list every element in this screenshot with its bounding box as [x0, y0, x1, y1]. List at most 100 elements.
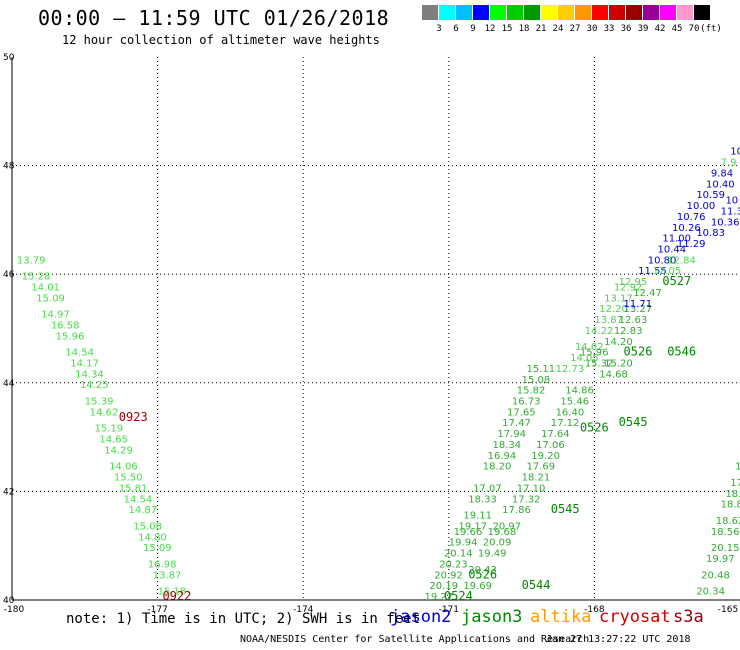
- color-swatch: [694, 5, 711, 20]
- color-scale-label: 42: [654, 24, 666, 34]
- wave-height-value: 14.65: [99, 435, 128, 446]
- y-tick-label: 50: [3, 53, 15, 63]
- legend-jason2: jason2: [390, 607, 452, 627]
- wave-height-value: 18.56: [711, 527, 740, 538]
- wave-height-value: 20.23: [439, 559, 468, 570]
- pass-time-label: 0526: [580, 421, 609, 435]
- legend-s3a: s3a: [673, 607, 704, 627]
- wave-height-value: 18.34: [492, 440, 521, 451]
- wave-height-value: 12.63: [619, 315, 648, 326]
- y-tick-label: 48: [3, 162, 15, 172]
- wave-height-value: 15.32: [585, 359, 614, 370]
- wave-height-value: 10.40: [706, 179, 735, 190]
- wave-height-value: 14.02: [575, 342, 604, 353]
- wave-height-value: 12.20: [599, 304, 628, 315]
- color-swatch: [439, 5, 456, 20]
- wave-height-value: 15.81: [119, 483, 148, 494]
- wave-height-value: 12.73: [556, 364, 585, 375]
- y-tick-label: 46: [3, 270, 15, 280]
- wave-height-value: 20.14: [444, 549, 473, 560]
- color-scale-label: 15: [501, 24, 513, 34]
- wave-height-value: 14.01: [31, 282, 60, 293]
- wave-height-value: 19.49: [478, 549, 507, 560]
- legend-cryosat: cryosat: [599, 607, 671, 627]
- wave-height-value: 17.69: [526, 462, 555, 473]
- wave-height-value: 15.96: [580, 348, 609, 359]
- color-swatch: [609, 5, 626, 20]
- color-swatch: [660, 5, 677, 20]
- wave-height-value: 19.97: [706, 554, 735, 565]
- wave-height-value: 11.3: [721, 206, 740, 217]
- wave-height-value: 17.32: [512, 494, 541, 505]
- color-swatch: [643, 5, 660, 20]
- wave-height-value: 12.92: [614, 282, 643, 293]
- pass-time-label: 0545: [619, 415, 648, 429]
- x-tick-label: -171: [439, 605, 459, 615]
- color-scale-label: 45: [671, 24, 683, 34]
- color-scale-label: 3: [436, 24, 442, 34]
- color-scale-label: 30: [586, 24, 598, 34]
- legend: note: 1) Time is in UTC; 2) SWH is in fe…: [0, 604, 740, 630]
- pass-time-label: 0524: [444, 589, 473, 603]
- wave-height-value: 11.00: [662, 234, 691, 245]
- wave-height-value: 14.86: [565, 386, 594, 397]
- color-scale-label: 24: [552, 24, 564, 34]
- color-swatch: [524, 5, 541, 20]
- wave-height-value: 17.06: [536, 440, 565, 451]
- color-swatch: [626, 5, 643, 20]
- wave-height-value: 20.15: [711, 543, 740, 554]
- wave-height-value: 12.83: [614, 326, 643, 337]
- x-tick-label: -168: [584, 605, 605, 615]
- wave-height-value: 14.97: [41, 310, 70, 321]
- wave-height-value: 17.65: [507, 407, 536, 418]
- wave-height-value: 12.05: [653, 266, 682, 277]
- wave-height-value: 11.71: [624, 299, 653, 310]
- wave-height-value: 17.94: [497, 429, 526, 440]
- wave-height-value: 14.68: [599, 369, 628, 380]
- wave-height-value: 14.05: [570, 353, 599, 364]
- wave-height-value: 14.54: [124, 494, 153, 505]
- legend-jason3: jason3: [461, 607, 523, 627]
- wave-height-value: 13.87: [594, 315, 623, 326]
- color-scale-label: 12: [484, 24, 496, 34]
- color-scale-label: 18: [518, 24, 530, 34]
- wave-height-value: 14.34: [75, 369, 104, 380]
- color-swatch: [422, 5, 439, 20]
- wave-height-value: 12.84: [667, 255, 696, 266]
- wave-height-value: 15.09: [143, 543, 172, 554]
- wave-height-value: 10.44: [657, 244, 686, 255]
- wave-height-value: 12.47: [633, 288, 662, 299]
- wave-height-value: 10.26: [672, 223, 701, 234]
- wave-height-value: 19.68: [488, 527, 517, 538]
- wave-height-value: 15.28: [22, 272, 51, 283]
- wave-height-value: 19.27: [425, 592, 454, 603]
- wave-height-value: 10.76: [677, 212, 706, 223]
- wave-height-value: 14.25: [80, 380, 109, 391]
- color-swatch: [473, 5, 490, 20]
- pass-time-label: 0922: [162, 589, 191, 603]
- wave-height-value: 14.22: [585, 326, 614, 337]
- color-swatch: [592, 5, 609, 20]
- wave-height-value: 15.46: [560, 397, 589, 408]
- pass-time-label: 0545: [551, 502, 580, 516]
- pass-time-label: 0546: [667, 345, 696, 359]
- pass-time-label: 0526: [624, 345, 653, 359]
- color-scale-label: 27: [569, 24, 581, 34]
- wave-height-value: 9.84: [711, 168, 733, 179]
- x-tick-label: -165: [718, 605, 738, 615]
- wave-height-value: 10: [730, 147, 740, 158]
- wave-height-value: 7.9: [721, 158, 737, 169]
- wave-height-value: 15.11: [526, 364, 555, 375]
- wave-height-value: 19.20: [531, 451, 560, 462]
- wave-height-value: 16.94: [488, 451, 517, 462]
- wave-height-value: 19.11: [463, 511, 492, 522]
- wave-height-value: 19.17: [459, 521, 488, 532]
- wave-height-value: 14.87: [128, 505, 157, 516]
- wave-height-value: 16.58: [51, 321, 80, 332]
- color-scale-label: 9: [470, 24, 476, 34]
- wave-height-value: 12.95: [619, 277, 648, 288]
- wave-height-value: 15.09: [36, 293, 65, 304]
- color-scale-label: (ft): [700, 24, 722, 34]
- wave-height-value: 17.3: [730, 478, 740, 489]
- color-swatch: [558, 5, 575, 20]
